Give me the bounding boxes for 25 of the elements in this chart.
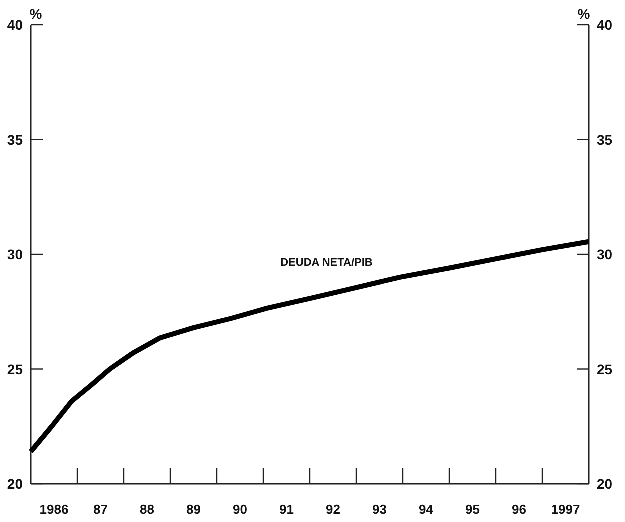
x-tick-label: 87 — [94, 502, 108, 517]
x-tick-label: 1997 — [551, 502, 580, 517]
x-tick-label: 95 — [466, 502, 480, 517]
x-tick-label: 94 — [419, 502, 434, 517]
y-tick-label: 20 — [7, 476, 24, 492]
y2-tick-label: 25 — [597, 361, 613, 378]
x-tick-label: 92 — [326, 502, 340, 517]
x-tick-label: 93 — [372, 502, 387, 517]
y-axis-title: % — [30, 6, 43, 22]
x-tick-label: 91 — [280, 502, 294, 517]
y2-tick-label: 35 — [597, 132, 613, 148]
y2-tick-label: 30 — [597, 246, 613, 262]
x-tick-label: 96 — [512, 502, 526, 517]
y2-tick-label: 20 — [597, 476, 613, 492]
x-tick-label: 89 — [186, 502, 201, 517]
y-tick-label: 40 — [7, 17, 24, 33]
annotation: DEUDA NETA/PIB — [280, 256, 373, 269]
y2-tick-label: 40 — [597, 17, 613, 33]
y-tick-label: 30 — [7, 246, 24, 262]
y-tick-label: 35 — [7, 132, 24, 148]
y2-axis-title: % — [578, 6, 591, 22]
y-tick-label: 25 — [7, 361, 24, 378]
x-tick-label: 1986 — [40, 502, 69, 517]
x-tick-label: 90 — [233, 502, 248, 517]
x-tick-label: 88 — [140, 502, 154, 517]
